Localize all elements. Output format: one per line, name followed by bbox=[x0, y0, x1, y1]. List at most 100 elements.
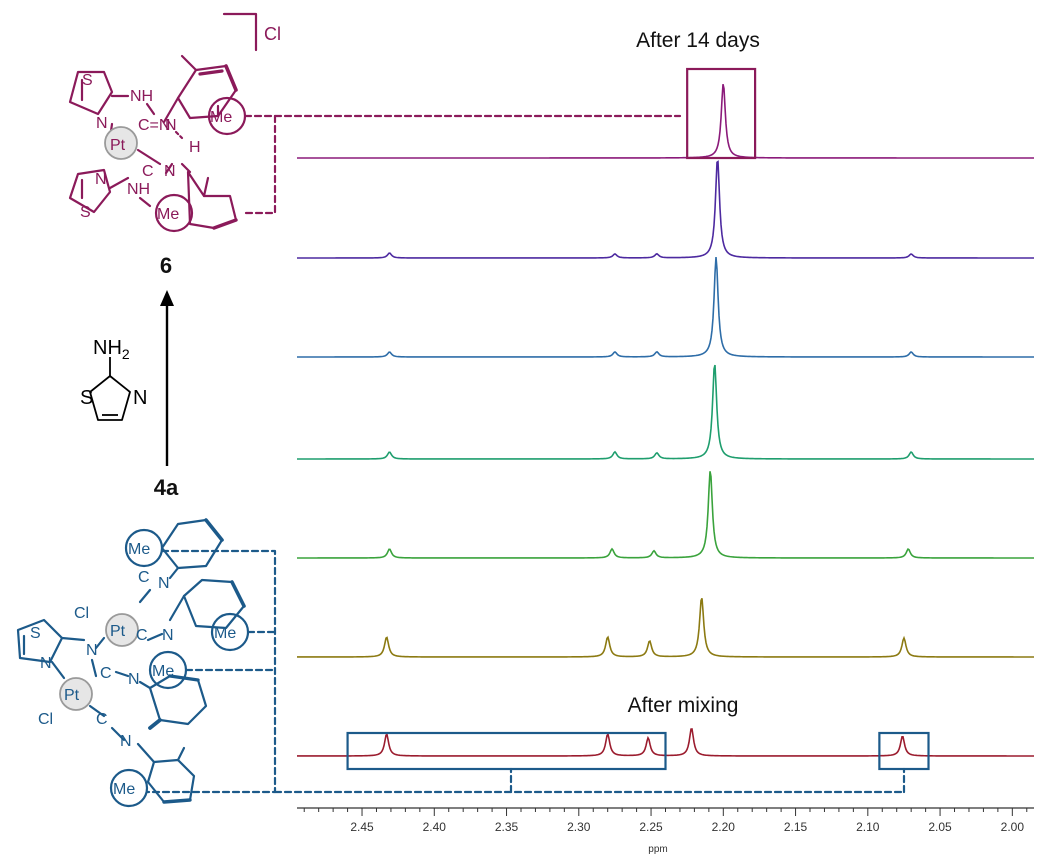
atom-label: N bbox=[128, 671, 140, 688]
bond bbox=[180, 162, 192, 174]
connector-4a-bracket bbox=[145, 549, 277, 794]
bond bbox=[94, 636, 106, 650]
compound-6-structure bbox=[68, 12, 682, 233]
h-bond bbox=[174, 130, 184, 140]
spectra-plot: After 14 days After mixing 2.45 2.40 2.3… bbox=[297, 29, 1034, 855]
atom-label: C bbox=[96, 711, 108, 728]
tick-label: 2.25 bbox=[639, 820, 663, 834]
tick-label: 2.40 bbox=[423, 820, 447, 834]
atom-label: NH bbox=[130, 88, 153, 105]
me-highlight-circle bbox=[154, 193, 194, 233]
atom-label: N bbox=[165, 117, 177, 134]
atom-label: NH bbox=[127, 181, 150, 198]
atom-label: N bbox=[96, 115, 108, 132]
atom-label: N bbox=[86, 642, 98, 659]
methyl-bond bbox=[176, 746, 186, 762]
x-axis-label: ppm bbox=[648, 844, 667, 855]
x-axis: 2.45 2.40 2.35 2.30 2.25 2.20 2.15 2.10 … bbox=[297, 807, 1034, 855]
aryl-bold-edge bbox=[212, 218, 238, 230]
spectrum-trace bbox=[297, 364, 1034, 460]
reaction-arrow bbox=[160, 290, 174, 466]
aryl-ring-4 bbox=[146, 758, 196, 804]
spectrum-trace bbox=[297, 257, 1034, 358]
tick-label: 2.20 bbox=[712, 820, 736, 834]
bond bbox=[138, 196, 152, 208]
bond bbox=[50, 660, 66, 680]
spectrum-trace bbox=[297, 83, 1034, 159]
bond bbox=[148, 718, 162, 730]
thiazole-ring bbox=[89, 375, 131, 421]
methyl-label: Me bbox=[152, 663, 174, 680]
tick-label: 2.45 bbox=[350, 820, 374, 834]
methyl-label: Me bbox=[214, 625, 236, 642]
bond bbox=[168, 566, 180, 580]
atom-label: N bbox=[40, 655, 52, 672]
lower-aryl-ring bbox=[186, 170, 238, 230]
tick-label: 2.10 bbox=[856, 820, 880, 834]
bond bbox=[60, 636, 86, 642]
methyl-label: Me bbox=[157, 206, 179, 223]
compound-4a-label: 4a bbox=[154, 475, 179, 500]
bond bbox=[114, 670, 130, 678]
atom-label: S bbox=[80, 387, 93, 409]
aryl-bold-edge bbox=[162, 798, 192, 804]
chloride-label: Cl bbox=[38, 711, 53, 728]
highlight-box bbox=[686, 67, 757, 160]
counterion-bracket bbox=[222, 12, 258, 52]
atom-label: C bbox=[100, 665, 112, 682]
nmr-traces bbox=[297, 83, 1034, 757]
atom-label: C bbox=[142, 163, 154, 180]
me-highlight-circle bbox=[109, 768, 149, 808]
bond bbox=[88, 704, 106, 718]
bond bbox=[108, 176, 130, 190]
tick-label: 2.35 bbox=[495, 820, 519, 834]
compound-4a-atom-labels: Me C N Cl Pt C N Me S N Me C N N Pt Cl C… bbox=[30, 541, 236, 798]
pt-atom-highlight bbox=[104, 126, 138, 160]
aryl-ring-3 bbox=[148, 674, 208, 726]
metal-label: Pt bbox=[110, 623, 126, 640]
aryl-bold-edge bbox=[204, 518, 224, 542]
tick-label: 2.30 bbox=[567, 820, 591, 834]
bond bbox=[138, 680, 152, 690]
lower-thiazole-ring bbox=[68, 168, 112, 214]
x-axis-tick-labels: 2.45 2.40 2.35 2.30 2.25 2.20 2.15 2.10 … bbox=[350, 820, 1024, 834]
thiazole-ring bbox=[16, 618, 64, 664]
aryl-bold-edge bbox=[224, 64, 238, 92]
aryl-bold-edge bbox=[198, 69, 224, 76]
me-highlight-circle bbox=[124, 528, 164, 568]
atom-label: H bbox=[189, 139, 201, 156]
atom-label: C=N bbox=[138, 117, 170, 134]
atom-label: C bbox=[138, 569, 150, 586]
methyl-label: Me bbox=[210, 109, 232, 126]
methyl-label: Me bbox=[113, 781, 135, 798]
bond bbox=[145, 102, 156, 116]
tick-label: 2.15 bbox=[784, 820, 808, 834]
spectrum-trace bbox=[297, 597, 1034, 658]
highlight-box bbox=[346, 731, 667, 771]
bond bbox=[136, 742, 156, 764]
bond bbox=[164, 162, 174, 175]
bond bbox=[110, 726, 126, 742]
arrow-head bbox=[160, 290, 174, 306]
reagent-aminothiazole: NH2 S N bbox=[80, 337, 147, 421]
after-14-days-label: After 14 days bbox=[636, 29, 760, 52]
amine-label: NH2 bbox=[93, 337, 130, 362]
atom-label: S bbox=[80, 204, 91, 221]
spectrum-trace bbox=[297, 471, 1034, 559]
atom-label: N bbox=[162, 627, 174, 644]
compound-6-label: 6 bbox=[160, 253, 172, 278]
tick-label: 2.05 bbox=[928, 820, 952, 834]
atom-label: N bbox=[164, 163, 176, 180]
bond bbox=[90, 658, 98, 678]
chloride-label: Cl bbox=[74, 605, 89, 622]
atom-label: N bbox=[133, 387, 147, 409]
x-axis-ticks bbox=[303, 808, 1028, 816]
methyl-bond bbox=[202, 176, 210, 198]
metal-label: Pt bbox=[64, 687, 80, 704]
bond bbox=[146, 632, 164, 642]
atom-label: N bbox=[95, 171, 107, 188]
spectrum-trace bbox=[297, 160, 1034, 259]
upper-thiazole-ring bbox=[68, 70, 114, 116]
connector-6-bracket bbox=[243, 114, 277, 215]
